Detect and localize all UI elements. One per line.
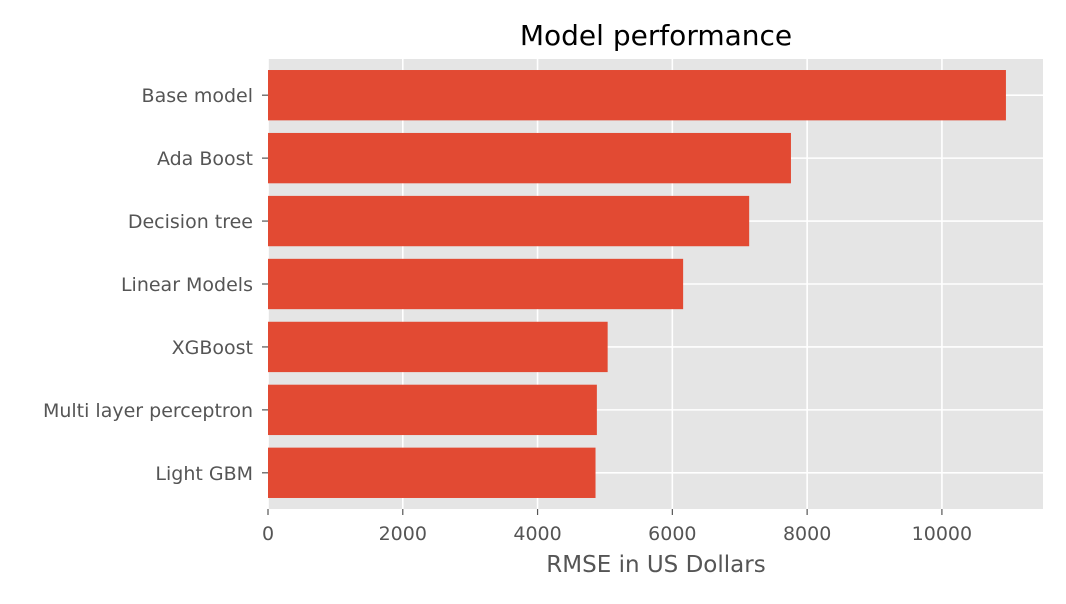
bar-2 [268,195,750,247]
x-tick-label: 6000 [648,523,696,545]
x-axis-label: RMSE in US Dollars [546,552,765,578]
x-tick-label: 2000 [379,523,427,545]
bar-6 [268,447,596,498]
bar-0 [268,70,1006,121]
y-tick-label: Ada Boost [157,148,253,170]
bar-5 [268,384,597,436]
y-tick-label: Linear Models [121,274,253,296]
y-tick-label: Decision tree [128,211,253,233]
y-tick-label: XGBoost [172,337,253,359]
bar-1 [268,132,791,184]
bar-4 [268,321,608,373]
x-tick-label: 4000 [513,523,561,545]
chart-title: Model performance [520,19,792,52]
y-tick-label: Light GBM [155,463,253,485]
x-tick-label: 8000 [783,523,831,545]
y-tick-label: Base model [142,85,253,107]
y-tick-label: Multi layer perceptron [43,400,253,422]
bar-3 [268,258,684,310]
x-tick-label: 10000 [912,523,972,545]
x-tick-label: 0 [262,523,274,545]
